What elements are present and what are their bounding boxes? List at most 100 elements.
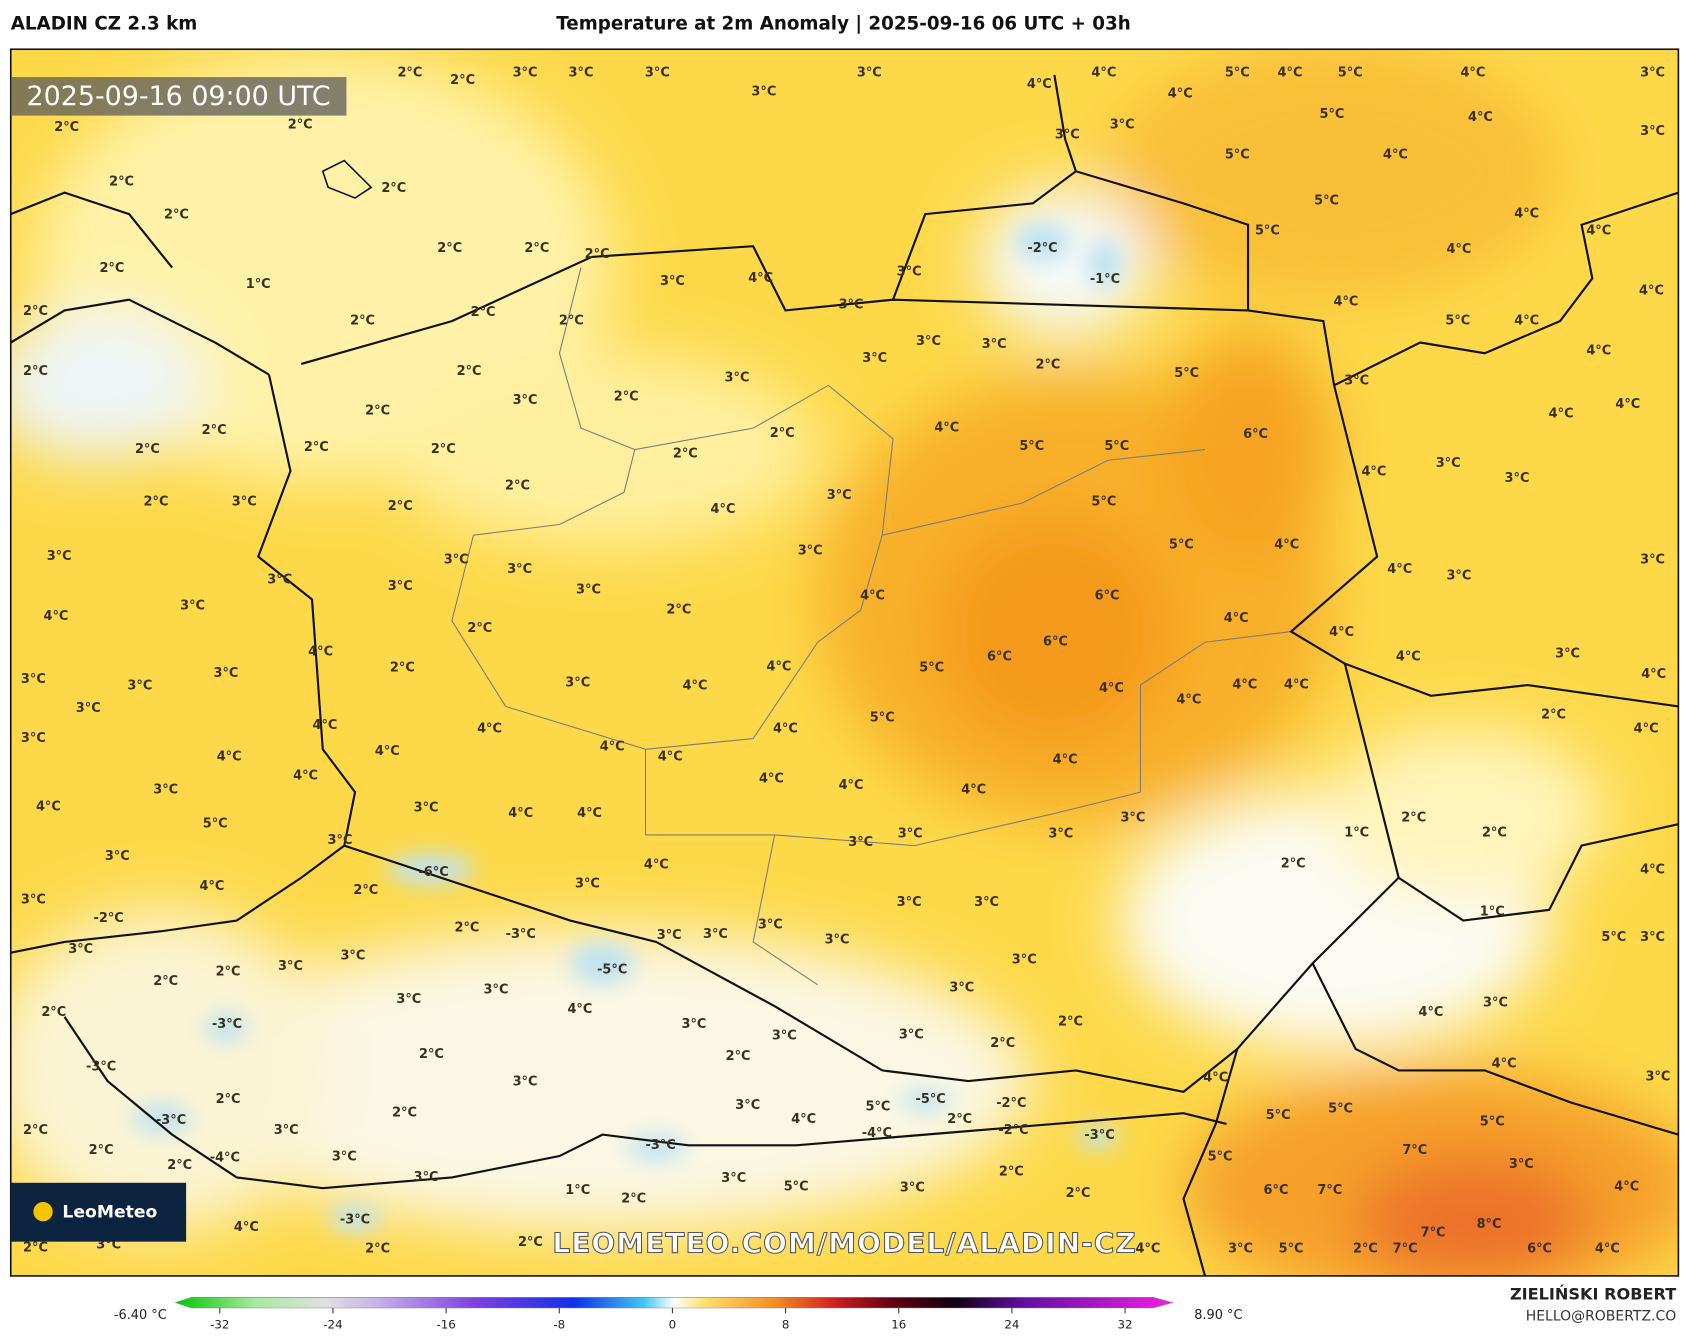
- temperature-label: 4°C: [1168, 87, 1193, 102]
- temperature-label: 7°C: [1402, 1143, 1427, 1158]
- temperature-label: -4°C: [210, 1151, 240, 1166]
- temperature-label: 4°C: [711, 502, 736, 517]
- temperature-label: 4°C: [860, 589, 885, 604]
- temperature-label: 2°C: [1058, 1015, 1083, 1030]
- temperature-label: 2°C: [109, 174, 134, 189]
- temperature-label: 4°C: [1284, 678, 1309, 693]
- temperature-label: 3°C: [340, 948, 365, 963]
- temperature-label: 3°C: [1509, 1157, 1534, 1172]
- temperature-label: 3°C: [332, 1150, 357, 1165]
- colorbar-min: -6.40 °C: [114, 1308, 167, 1323]
- temperature-label: 3°C: [267, 573, 292, 588]
- temperature-label: 4°C: [508, 806, 533, 821]
- temperature-label: 7°C: [1393, 1242, 1418, 1257]
- temperature-label: 4°C: [1383, 148, 1408, 163]
- temperature-label: 2°C: [419, 1047, 444, 1062]
- temperature-label: 2°C: [23, 1241, 48, 1256]
- temperature-label: 2°C: [388, 499, 413, 514]
- temperature-label: 4°C: [1387, 562, 1412, 577]
- temperature-label: -6°C: [418, 865, 448, 880]
- timestamp-box: [10, 77, 347, 116]
- colorbar-tick-label: -16: [436, 1318, 455, 1332]
- temperature-label: 4°C: [748, 271, 773, 286]
- temperature-label: 3°C: [721, 1171, 746, 1186]
- temperature-label: 2°C: [202, 423, 227, 438]
- map-frame: [9, 48, 1680, 1277]
- temperature-label: 3°C: [949, 980, 974, 995]
- temperature-label: 4°C: [1418, 1005, 1443, 1020]
- temperature-label: -3°C: [1084, 1128, 1114, 1143]
- temperature-label: 4°C: [658, 749, 683, 764]
- temperature-label: 2°C: [999, 1165, 1024, 1180]
- contact: HELLO@ROBERTZ.CO: [1526, 1309, 1677, 1325]
- temperature-label: 3°C: [396, 992, 421, 1007]
- temperature-label: 4°C: [1396, 650, 1421, 665]
- colorbar-tick-label: -24: [323, 1318, 342, 1332]
- temperature-label: 2°C: [1281, 856, 1306, 871]
- temperature-label: 5°C: [1338, 65, 1363, 80]
- colorbar-tick-label: 32: [1118, 1318, 1133, 1332]
- temperature-label: 4°C: [375, 744, 400, 759]
- temperature-label: 5°C: [1208, 1150, 1233, 1165]
- temperature-label: 6°C: [1095, 589, 1120, 604]
- temperature-label: 4°C: [1514, 314, 1539, 329]
- temperature-label: 2°C: [673, 446, 698, 461]
- temperature-label: 2°C: [392, 1106, 417, 1121]
- temperature-label: 4°C: [759, 772, 784, 787]
- temperature-label: 5°C: [1279, 1242, 1304, 1257]
- temperature-label: 4°C: [44, 609, 69, 624]
- temperature-label: 3°C: [232, 495, 257, 510]
- temperature-label: 5°C: [865, 1099, 890, 1114]
- temperature-label: 2°C: [1353, 1242, 1378, 1257]
- colorbar-tick-label: -32: [210, 1318, 229, 1332]
- temperature-label: 3°C: [825, 932, 850, 947]
- colorbar-max: 8.90 °C: [1194, 1308, 1242, 1323]
- temperature-label: 3°C: [657, 928, 682, 943]
- temperature-label: 5°C: [1601, 930, 1626, 945]
- temperature-label: 1°C: [246, 277, 271, 292]
- temperature-label: 4°C: [1329, 625, 1354, 640]
- colorbar-tick-label: 8: [782, 1318, 790, 1332]
- temperature-label: 2°C: [381, 181, 406, 196]
- temperature-label: 2°C: [467, 621, 492, 636]
- temperature-label: 4°C: [1514, 207, 1539, 222]
- temperature-label: 3°C: [576, 582, 601, 597]
- temperature-label: 3°C: [1228, 1242, 1253, 1257]
- temperature-label: 4°C: [1136, 1242, 1161, 1257]
- temperature-label: 5°C: [203, 817, 228, 832]
- temperature-label: 3°C: [974, 895, 999, 910]
- temperature-label: 5°C: [1174, 366, 1199, 381]
- temperature-label: 2°C: [585, 247, 610, 262]
- temperature-label: 2°C: [54, 120, 79, 135]
- temperature-label: 4°C: [293, 769, 318, 784]
- temperature-label: 3°C: [897, 264, 922, 279]
- temperature-label: 4°C: [217, 749, 242, 764]
- temperature-label: 3°C: [857, 65, 882, 80]
- temperature-label: 2°C: [947, 1112, 972, 1127]
- temperature-label: 3°C: [1555, 647, 1580, 662]
- temperature-label: 8°C: [1477, 1217, 1502, 1232]
- colorbar-tick-label: 16: [891, 1318, 906, 1332]
- temperature-label: 1°C: [565, 1183, 590, 1198]
- temperature-label: -2°C: [998, 1123, 1028, 1138]
- temperature-label: 4°C: [567, 1002, 592, 1017]
- temperature-label: 3°C: [68, 942, 93, 957]
- temperature-label: -1°C: [1090, 272, 1120, 287]
- temperature-label: 4°C: [767, 659, 792, 674]
- temperature-label: 1°C: [1344, 825, 1369, 840]
- temperature-label: 5°C: [870, 711, 895, 726]
- temperature-label: 2°C: [23, 364, 48, 379]
- temperature-label: 4°C: [934, 421, 959, 436]
- temperature-label: 2°C: [153, 974, 178, 989]
- temperature-label: 5°C: [1019, 439, 1044, 454]
- temperature-label: 3°C: [772, 1029, 797, 1044]
- temperature-label: 2°C: [365, 1242, 390, 1257]
- temperature-label: 5°C: [1480, 1114, 1505, 1129]
- temperature-label: 6°C: [1243, 427, 1268, 442]
- temperature-label: -3°C: [645, 1138, 675, 1153]
- temperature-label: 5°C: [1255, 224, 1280, 239]
- temperature-label: 3°C: [414, 1170, 439, 1185]
- temperature-label: 4°C: [308, 644, 333, 659]
- temperature-label: 2°C: [524, 241, 549, 256]
